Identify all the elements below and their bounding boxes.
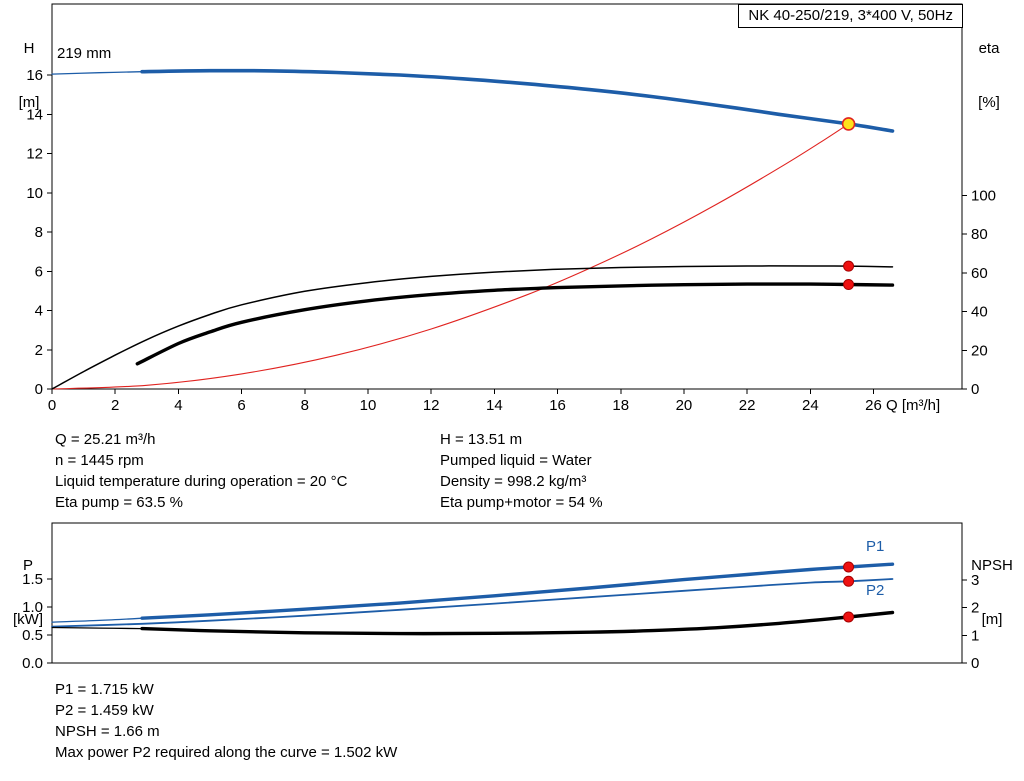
y-right-tick-label: 3 (971, 572, 979, 589)
info-density: Density = 998.2 kg/m³ (440, 473, 587, 490)
npsh-curve-lead (51, 626, 143, 630)
x-tick-label: 6 (237, 397, 245, 414)
info-liquid-temperature: Liquid temperature during operation = 20… (55, 473, 348, 490)
y-left-tick-label: 12 (26, 146, 43, 163)
chart-1-frame (51, 522, 963, 664)
impeller-diameter-label: 219 mm (57, 45, 112, 62)
x-tick-label: 12 (423, 397, 440, 414)
y-right-tick-label: 0 (971, 381, 979, 398)
head-axis-symbol: H (23, 40, 35, 57)
x-tick-label: 18 (612, 397, 629, 414)
info-pumped-liquid: Pumped liquid = Water (440, 452, 592, 469)
y-left-tick-label: 1.5 (22, 571, 43, 588)
y-right-tick-label: 40 (971, 304, 988, 321)
info-eta-pump-motor: Eta pump+motor = 54 % (440, 494, 603, 511)
p2-curve (51, 578, 894, 628)
p1-curve-lead (51, 617, 143, 623)
system-curve (51, 123, 850, 390)
result-npsh: NPSH = 1.66 m (55, 723, 160, 740)
x-tick-label: 24 (802, 397, 819, 414)
npsh-axis-label: NPSH [m] (962, 521, 1022, 665)
eta-pump-point (843, 260, 855, 272)
chart-0-frame (51, 3, 963, 390)
info-block-left: Q = 25.21 m³/h n = 1445 rpm Liquid tempe… (55, 429, 347, 513)
duty-point (841, 117, 856, 131)
npsh-axis-unit: [m] (981, 611, 1003, 628)
head-axis-label: H [m] (8, 4, 50, 148)
y-left-tick-label: 10 (26, 185, 43, 202)
x-tick-label: 4 (174, 397, 182, 414)
x-tick-label: 2 (111, 397, 119, 414)
y-right-tick-label: 1 (971, 627, 979, 644)
y-left-tick-label: 0 (35, 381, 43, 398)
power-axis-label: P [kW] (5, 521, 51, 665)
result-max-power: Max power P2 required along the curve = … (55, 744, 398, 761)
npsh-axis-symbol: NPSH (971, 557, 1013, 574)
p1-curve-label: P1 (866, 538, 885, 555)
head-axis-unit: [m] (18, 94, 40, 111)
x-tick-label: 0 (48, 397, 56, 414)
y-left-tick-label: 8 (35, 224, 43, 241)
y-right-tick-label: 100 (971, 188, 996, 205)
y-left-tick-label: 2 (35, 342, 43, 359)
result-p2: P2 = 1.459 kW (55, 702, 154, 719)
y-left-tick-label: 4 (35, 303, 43, 320)
result-block: P1 = 1.715 kW P2 = 1.459 kW NPSH = 1.66 … (55, 679, 397, 763)
npsh-point (843, 611, 855, 623)
eta-axis-symbol: eta (978, 40, 1000, 57)
y-left-tick-label: 0.5 (22, 627, 43, 644)
y-left-tick-label: 1.0 (22, 599, 43, 616)
p2-curve-label: P2 (866, 582, 885, 599)
y-right-tick-label: 20 (971, 342, 988, 359)
y-right-tick-label: 0 (971, 655, 979, 672)
y-right-tick-label: 60 (971, 265, 988, 282)
y-left-tick-label: 14 (26, 106, 43, 123)
x-tick-label: 20 (676, 397, 693, 414)
eta-axis-label: eta [%] (966, 4, 1012, 148)
info-head: H = 13.51 m (440, 431, 523, 448)
info-flow: Q = 25.21 m³/h (55, 431, 156, 448)
eta-pump-motor-point (843, 279, 855, 291)
power-axis-unit: [kW] (13, 611, 43, 628)
eta-axis-unit: [%] (978, 94, 1000, 111)
info-speed: n = 1445 rpm (55, 452, 144, 469)
pump-model-title: NK 40-250/219, 3*400 V, 50Hz (738, 4, 963, 28)
y-left-tick-label: 0.0 (22, 655, 43, 672)
y-left-tick-label: 6 (35, 263, 43, 280)
info-block-right: H = 13.51 m Pumped liquid = Water Densit… (440, 429, 603, 513)
power-axis-symbol: P (22, 557, 33, 574)
x-tick-label: 16 (549, 397, 566, 414)
head-curve (140, 68, 895, 133)
eta-pump-motor-curve (135, 282, 895, 366)
x-tick-label: 14 (486, 397, 503, 414)
npsh-curve (140, 610, 895, 636)
result-p1: P1 = 1.715 kW (55, 681, 154, 698)
p1-point (843, 561, 855, 573)
info-eta-pump: Eta pump = 63.5 % (55, 494, 183, 511)
p1-curve (140, 562, 895, 620)
p2-point (843, 575, 855, 587)
x-tick-label: 22 (739, 397, 756, 414)
flow-axis-label: Q [m³/h] (886, 397, 941, 414)
y-right-tick-label: 80 (971, 226, 988, 243)
y-right-tick-label: 2 (971, 600, 979, 617)
y-left-tick-label: 16 (26, 67, 43, 84)
head-curve-lead (51, 71, 143, 75)
x-tick-label: 10 (360, 397, 377, 414)
x-tick-label: 8 (301, 397, 309, 414)
x-tick-label: 26 (865, 397, 882, 414)
eta-pump-curve (51, 265, 894, 390)
